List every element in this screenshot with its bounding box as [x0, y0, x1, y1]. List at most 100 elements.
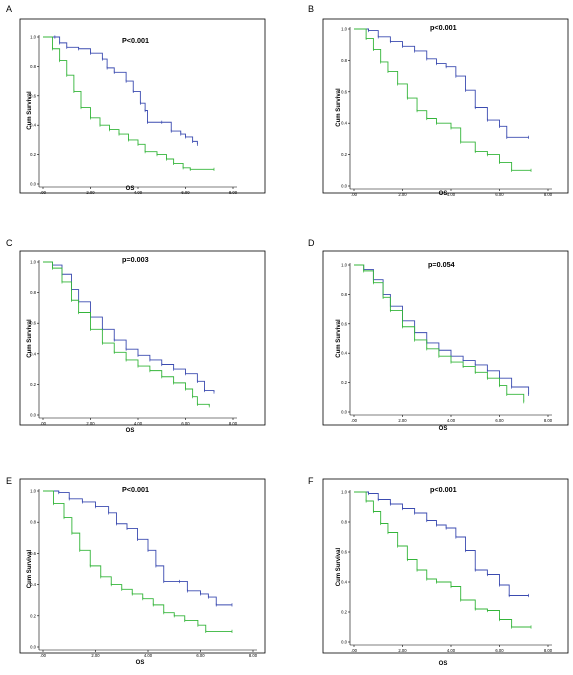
y-tick-label: 0.2 [30, 382, 36, 387]
y-tick-label: 0.8 [341, 58, 347, 63]
y-tick-label: 1.0 [30, 260, 36, 265]
x-tick-label: 4.00 [447, 192, 456, 197]
panel-e: E 0.0 0.2 0.4 0.6 0.8 1.0 .00 2.00 4.00 6.00 8.00 OS… [6, 476, 266, 666]
y-tick-label: 1.0 [341, 27, 347, 32]
x-tick-label: .00 [40, 421, 46, 426]
y-tick-label: 0.8 [341, 520, 347, 525]
x-tick-label: 8.00 [229, 421, 238, 426]
x-tick-label: 2.00 [398, 192, 407, 197]
panel-frame [322, 250, 569, 426]
y-axis-label: Cum Survival [27, 91, 33, 130]
x-tick-label: .00 [40, 653, 46, 658]
panel-frame [322, 478, 569, 654]
panel-letter: A [6, 4, 12, 14]
x-tick-label: .00 [40, 190, 46, 195]
survival-curve-blue [354, 491, 529, 596]
x-tick-label: 6.00 [495, 192, 504, 197]
x-tick-label: 8.00 [544, 192, 553, 197]
x-tick-label: 6.00 [181, 190, 190, 195]
x-tick-label: 2.00 [398, 648, 407, 653]
x-tick-label: 8.00 [544, 648, 553, 653]
y-tick-label: 0.8 [30, 520, 36, 525]
p-value-label: P<0.001 [122, 485, 149, 494]
y-tick-label: 0.4 [341, 121, 347, 126]
p-value-label: P<0.001 [122, 36, 149, 45]
panel-frame [19, 18, 266, 194]
panel-a: A 0.0 0.2 0.4 0.6 0.8 1.0 .00 2.00 4.00 6.00 8.00 OS… [6, 4, 266, 195]
survival-curve-green [43, 36, 214, 170]
y-tick-label: 0.0 [341, 184, 347, 189]
x-tick-label: 6.00 [196, 653, 205, 658]
survival-curve-green [43, 490, 232, 632]
x-tick-label: 6.00 [495, 648, 504, 653]
survival-curve-blue [354, 28, 529, 138]
panel-letter: F [308, 476, 314, 486]
panel-letter: C [6, 238, 13, 248]
y-tick-label: 1.0 [30, 35, 36, 40]
x-tick-label: 4.00 [447, 418, 456, 423]
panel-frame [19, 478, 266, 654]
x-tick-label: 8.00 [544, 418, 553, 423]
y-axis-label: Cum Survival [336, 88, 342, 127]
x-tick-label: 6.00 [181, 421, 190, 426]
y-tick-label: 0.6 [30, 93, 36, 98]
y-tick-label: 0.2 [341, 610, 347, 615]
x-tick-label: 6.00 [495, 418, 504, 423]
y-tick-label: 0.0 [30, 413, 36, 418]
panel-frame [322, 18, 569, 194]
x-tick-label: 4.00 [134, 190, 143, 195]
y-tick-label: 0.4 [30, 123, 36, 128]
x-tick-label: 2.00 [398, 418, 407, 423]
y-tick-label: 0.6 [341, 89, 347, 94]
y-tick-label: 0.6 [341, 321, 347, 326]
y-tick-label: 0.2 [341, 152, 347, 157]
survival-curve-blue [354, 264, 530, 395]
panel-d: D 0.0 0.2 0.4 0.6 0.8 1.0 .00 2.00 4.00 6.00 8.00 OS… [308, 238, 569, 432]
panel-b: B 0.0 0.2 0.4 0.6 0.8 1.0 .00 2.00 4.00 6.00 8.00 OS… [308, 4, 569, 197]
y-tick-label: 0.4 [341, 351, 347, 356]
x-tick-label: .00 [351, 418, 357, 423]
y-tick-label: 0.4 [341, 580, 347, 585]
panel-frame [19, 250, 266, 426]
x-tick-label: 2.00 [91, 653, 100, 658]
x-tick-label: .00 [351, 648, 357, 653]
y-axis-label: Cum Survival [27, 319, 33, 358]
panel-letter: B [308, 4, 314, 14]
x-tick-label: 8.00 [229, 190, 238, 195]
y-axis-label: Cum Survival [336, 548, 342, 587]
y-tick-label: 0.0 [341, 410, 347, 415]
x-axis-label: OS [439, 191, 448, 197]
x-tick-label: 2.00 [86, 190, 95, 195]
x-tick-label: .00 [351, 192, 357, 197]
y-tick-label: 0.2 [30, 152, 36, 157]
panel-letter: E [6, 476, 12, 486]
p-value-label: p=0.003 [122, 255, 149, 264]
x-axis-label: OS [439, 426, 448, 432]
x-tick-label: 4.00 [134, 421, 143, 426]
y-tick-label: 0.2 [341, 380, 347, 385]
survival-curve-green [354, 264, 525, 402]
panel-c: C 0.0 0.2 0.4 0.6 0.8 1.0 .00 2.00 4.00 6.00 8.00 OS… [6, 238, 266, 434]
y-tick-label: 0.6 [30, 321, 36, 326]
x-axis-label: OS [136, 660, 145, 666]
y-tick-label: 0.0 [341, 640, 347, 645]
y-axis-label: Cum Survival [336, 319, 342, 358]
y-tick-label: 0.6 [30, 551, 36, 556]
y-tick-label: 0.8 [341, 292, 347, 297]
x-tick-label: 4.00 [144, 653, 153, 658]
p-value-label: p<0.001 [430, 485, 457, 494]
x-tick-label: 8.00 [249, 653, 258, 658]
y-tick-label: 1.0 [341, 263, 347, 268]
x-tick-label: 4.00 [447, 648, 456, 653]
x-tick-label: 2.00 [86, 421, 95, 426]
y-tick-label: 0.4 [30, 351, 36, 356]
p-value-label: p<0.001 [430, 23, 457, 32]
y-tick-label: 1.0 [30, 489, 36, 494]
y-tick-label: 0.2 [30, 613, 36, 618]
y-tick-label: 0.4 [30, 582, 36, 587]
panel-letter: D [308, 238, 315, 248]
y-tick-label: 0.8 [30, 290, 36, 295]
y-tick-label: 0.6 [341, 550, 347, 555]
y-tick-label: 0.8 [30, 64, 36, 69]
